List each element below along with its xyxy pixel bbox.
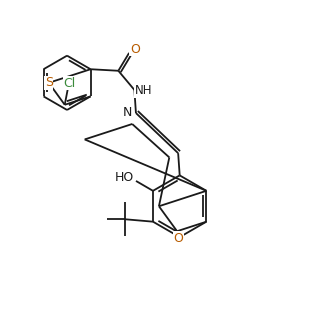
- Text: Cl: Cl: [63, 77, 76, 90]
- Text: S: S: [45, 76, 53, 89]
- Text: N: N: [122, 106, 132, 119]
- Text: NH: NH: [135, 84, 153, 97]
- Text: O: O: [174, 232, 184, 245]
- Text: HO: HO: [115, 171, 134, 184]
- Text: O: O: [130, 43, 140, 56]
